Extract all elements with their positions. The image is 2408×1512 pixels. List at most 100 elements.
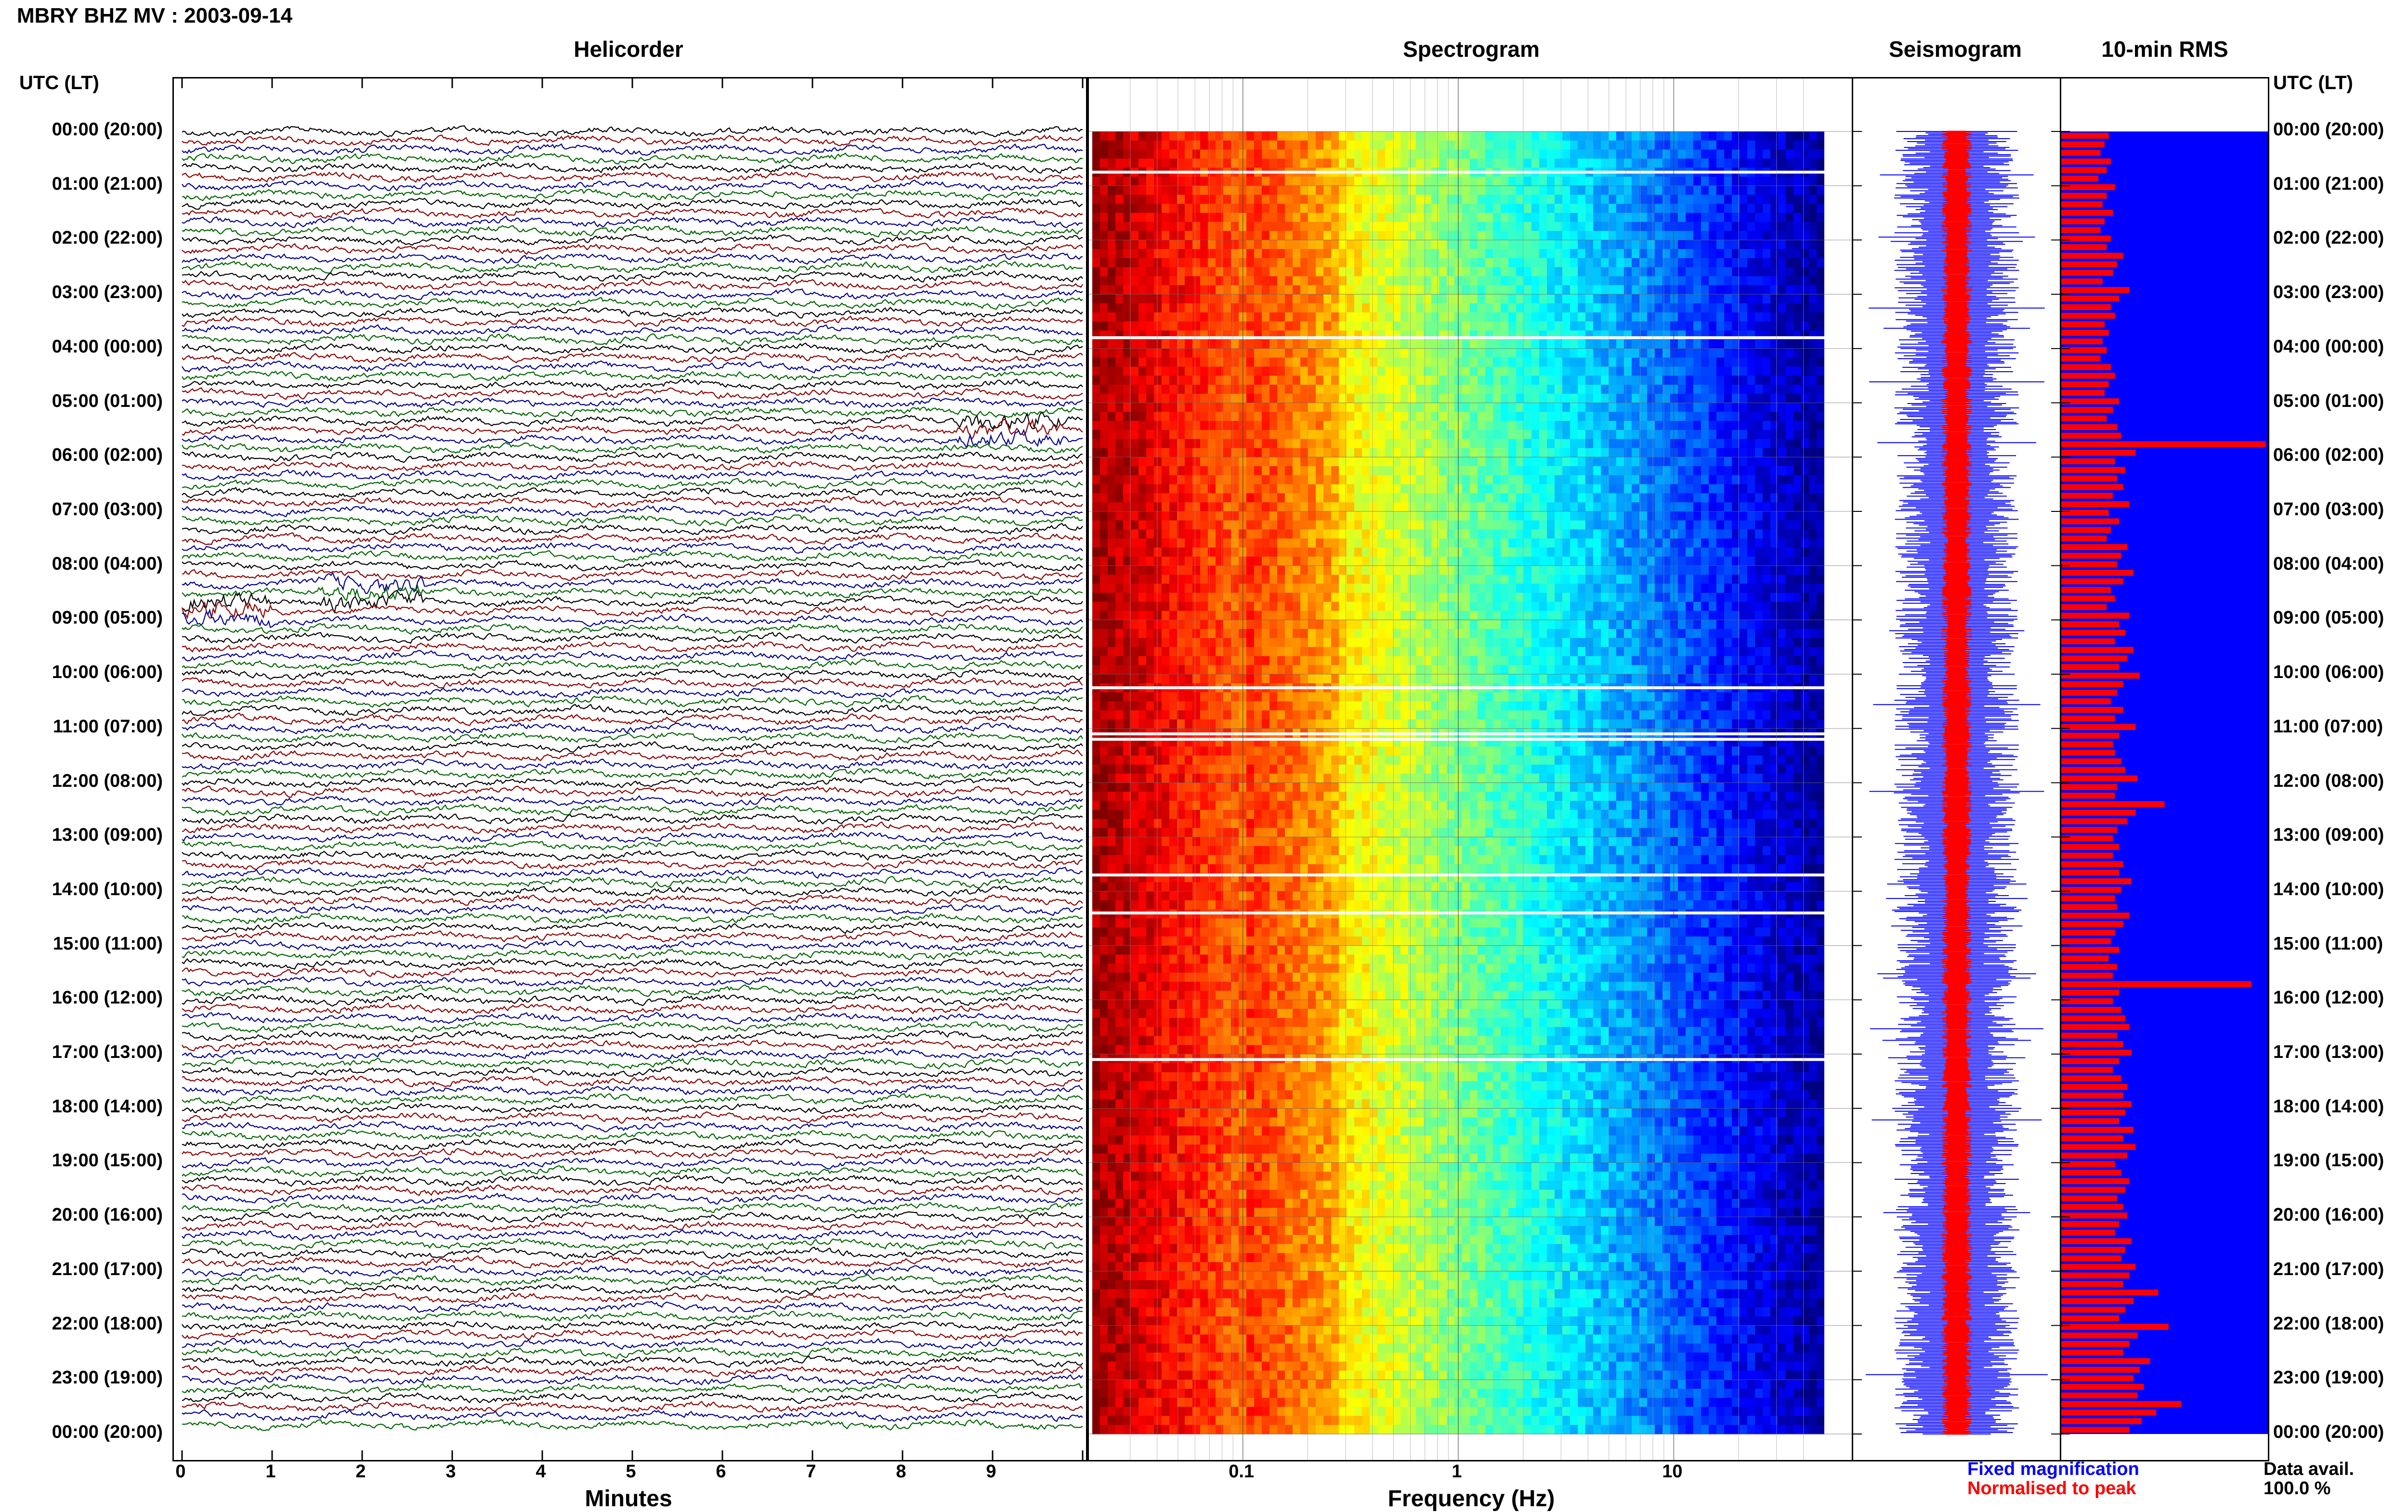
spectrogram-cell	[1709, 547, 1717, 557]
spectrogram-cell	[1154, 521, 1162, 530]
spectrogram-cell	[1131, 303, 1139, 313]
spectrogram-cell	[1185, 521, 1193, 530]
spectrogram-cell	[1377, 285, 1386, 294]
spectrogram-cell	[1439, 131, 1447, 141]
spectrogram-cell	[1524, 466, 1532, 475]
spectrogram-cell	[1539, 575, 1547, 584]
spectrogram-cell	[1362, 177, 1370, 186]
helicorder-trace	[182, 967, 1083, 978]
spectrogram-cell	[1192, 484, 1201, 494]
spectrogram-cell	[1693, 521, 1701, 530]
spectrogram-cell	[1547, 521, 1555, 530]
spectrogram-cell	[1277, 412, 1285, 421]
spectrogram-cell	[1269, 231, 1278, 240]
spectrogram-cell	[1293, 366, 1301, 376]
spectrogram-cell	[1139, 294, 1147, 303]
spectrogram-cell	[1254, 186, 1262, 195]
spectrogram-cell	[1331, 403, 1339, 412]
spectrogram-cell	[1208, 439, 1216, 448]
spectrogram-cell	[1377, 141, 1386, 150]
spectrogram-cell	[1231, 240, 1239, 249]
spectrogram-cell	[1531, 484, 1540, 494]
spectrogram-cell	[1254, 195, 1262, 204]
spectrogram-cell	[1362, 222, 1370, 231]
spectrogram-cell	[1347, 448, 1355, 457]
spectrogram-cell	[1817, 448, 1825, 457]
spectrogram-cell	[1108, 475, 1116, 484]
spectrogram-cell	[1709, 385, 1717, 394]
spectrogram-cell	[1470, 322, 1478, 331]
spectrogram-cell	[1300, 240, 1309, 249]
spectrogram-cell	[1609, 484, 1617, 494]
spectrogram-cell	[1223, 177, 1231, 186]
spectrogram-cell	[1123, 566, 1131, 575]
spectrogram-cell	[1200, 403, 1208, 412]
spectrogram-cell	[1408, 358, 1416, 367]
spectrogram-cell	[1462, 258, 1470, 267]
spectrogram-cell	[1262, 141, 1270, 150]
spectrogram-cell	[1778, 475, 1786, 484]
spectrogram-cell	[1123, 466, 1131, 475]
spectrogram-cell	[1377, 457, 1386, 466]
spectrogram-cell	[1192, 195, 1201, 204]
spectrogram-cell	[1693, 322, 1701, 331]
spectrogram-cell	[1462, 484, 1470, 494]
spectrogram-cell	[1747, 358, 1755, 367]
spectrogram-cell	[1555, 566, 1563, 575]
spectrogram-cell	[1115, 493, 1124, 502]
spectrogram-cell	[1678, 557, 1686, 566]
spectrogram-cell	[1470, 195, 1478, 204]
spectrogram-cell	[1385, 538, 1393, 547]
spectrogram-cell	[1385, 547, 1393, 557]
spectrogram-cell	[1655, 131, 1663, 141]
spectrogram-cell	[1162, 285, 1170, 294]
spectrogram-cell	[1308, 150, 1316, 159]
spectrogram-cell	[1231, 538, 1239, 547]
spectrogram-cell	[1786, 339, 1794, 349]
spectrogram-cell	[1501, 502, 1509, 511]
spectrogram-cell	[1778, 538, 1786, 547]
spectrogram-cell	[1678, 195, 1686, 204]
spectrogram-cell	[1578, 231, 1586, 240]
spectrogram-cell	[1678, 313, 1686, 322]
spectrogram-cell	[1115, 394, 1124, 403]
spectrogram-cell	[1216, 322, 1224, 331]
spectrogram-cell	[1200, 538, 1208, 547]
spectrogram-cell	[1693, 240, 1701, 249]
spectrogram-cell	[1100, 258, 1108, 267]
spectrogram-cell	[1632, 141, 1640, 150]
spectrogram-cell	[1269, 186, 1278, 195]
spectrogram-cell	[1347, 267, 1355, 276]
spectrogram-cell	[1169, 511, 1178, 521]
spectrogram-cell	[1115, 575, 1124, 584]
spectrogram-cell	[1108, 493, 1116, 502]
spectrogram-cell	[1115, 322, 1124, 331]
spectrogram-cell	[1447, 294, 1455, 303]
spectrogram-cell	[1462, 421, 1470, 430]
spectrogram-cell	[1770, 366, 1779, 376]
spectrogram-cell	[1308, 249, 1316, 258]
spectrogram-cell	[1485, 430, 1493, 439]
spectrogram-cell	[1293, 294, 1301, 303]
spectrogram-cell	[1701, 195, 1709, 204]
spectrogram-cell	[1693, 294, 1701, 303]
spectrogram-cell	[1100, 376, 1108, 385]
spectrogram-cell	[1354, 195, 1362, 204]
spectrogram-cell	[1755, 502, 1763, 511]
spectrogram-cell	[1400, 177, 1409, 186]
spectrogram-cell	[1531, 530, 1540, 539]
spectrogram-cell	[1555, 267, 1563, 276]
spectrogram-cell	[1269, 195, 1278, 204]
spectrogram-cell	[1316, 240, 1324, 249]
spectrogram-cell	[1200, 457, 1208, 466]
time-label: 09:00 (05:00)	[19, 608, 163, 628]
spectrogram-cell	[1277, 484, 1285, 494]
spectrogram-cell	[1609, 258, 1617, 267]
spectrogram-cell	[1570, 249, 1578, 258]
spectrogram-cell	[1431, 466, 1440, 475]
spectrogram-cell	[1131, 403, 1139, 412]
spectrogram-cell	[1485, 530, 1493, 539]
spectrogram-cell	[1747, 240, 1755, 249]
spectrogram-cell	[1323, 376, 1332, 385]
spectrogram-cell	[1755, 186, 1763, 195]
